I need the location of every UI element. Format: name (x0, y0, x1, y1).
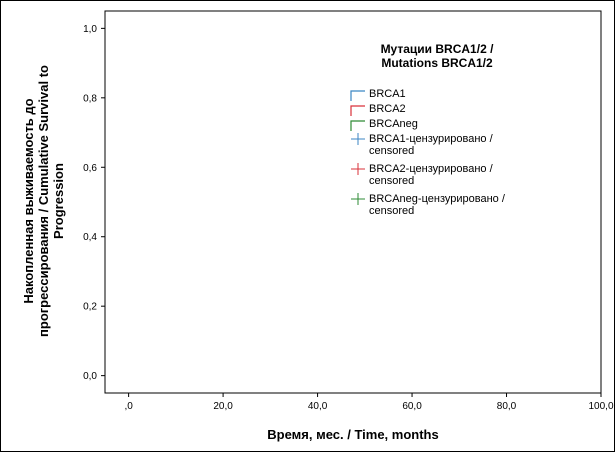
x-tick-label: 40,0 (308, 401, 328, 412)
y-tick-label: 0,4 (83, 232, 97, 243)
legend-entry-label: BRCA2 (369, 103, 406, 115)
legend-swatch-censor (351, 193, 365, 205)
y-axis-title-line: Progression (51, 163, 66, 239)
x-axis-title: Время, мес. / Time, months (267, 427, 438, 442)
legend-entry-label: BRCA2-цензурировано / (369, 163, 494, 175)
legend-swatch-censor (351, 163, 365, 175)
y-axis-title: Накопленная выживаемость допрогрессирова… (21, 65, 66, 337)
x-tick-label: 20,0 (213, 401, 233, 412)
legend-entry-label: censored (369, 145, 414, 157)
legend-swatch-line (350, 90, 365, 101)
axis-titles: Время, мес. / Time, months Накопленная вы… (21, 65, 439, 442)
legend-entry-label: censored (369, 175, 414, 187)
axes: 0,0 0,2 0,4 0,6 0,8 1,0 ,0 20,0 40,0 60,0 80,0 100,… (83, 10, 614, 412)
plot-box (104, 10, 602, 394)
y-axis-title-line: прогрессирования / Cumulative Survival t… (36, 65, 51, 337)
y-axis-title-line: Накопленная выживаемость до (21, 98, 36, 303)
x-tick-label: 100,0 (588, 401, 613, 412)
legend-entry-label: censored (369, 205, 414, 217)
legend-swatch-line (350, 120, 365, 131)
y-tick-label: 0,2 (83, 302, 97, 313)
x-tick-label: 60,0 (402, 401, 422, 412)
y-tick-label: 0,8 (83, 93, 97, 104)
y-tick-label: 1,0 (83, 24, 97, 35)
y-tick-label: 0,0 (83, 371, 97, 382)
y-tick-label: 0,6 (83, 163, 97, 174)
legend-entry-label: BRCAneg (369, 118, 418, 130)
legend-entry-label: BRCA1 (369, 88, 406, 100)
x-tick-label: 80,0 (497, 401, 517, 412)
legend-title-line: Mutations BRCA1/2 (381, 56, 493, 70)
legend-swatch-line (350, 105, 365, 116)
x-tick-label: ,0 (124, 401, 133, 412)
legend-entry-label: BRCA1-цензурировано / (369, 133, 494, 145)
legend-swatch-censor (351, 133, 365, 145)
legend-entry-label: BRCAneg-цензурировано / (369, 193, 506, 205)
legend-title-line: Мутации BRCA1/2 / (381, 42, 495, 56)
legend: Мутации BRCA1/2 /Mutations BRCA1/2 BRCA1 B… (350, 42, 506, 217)
